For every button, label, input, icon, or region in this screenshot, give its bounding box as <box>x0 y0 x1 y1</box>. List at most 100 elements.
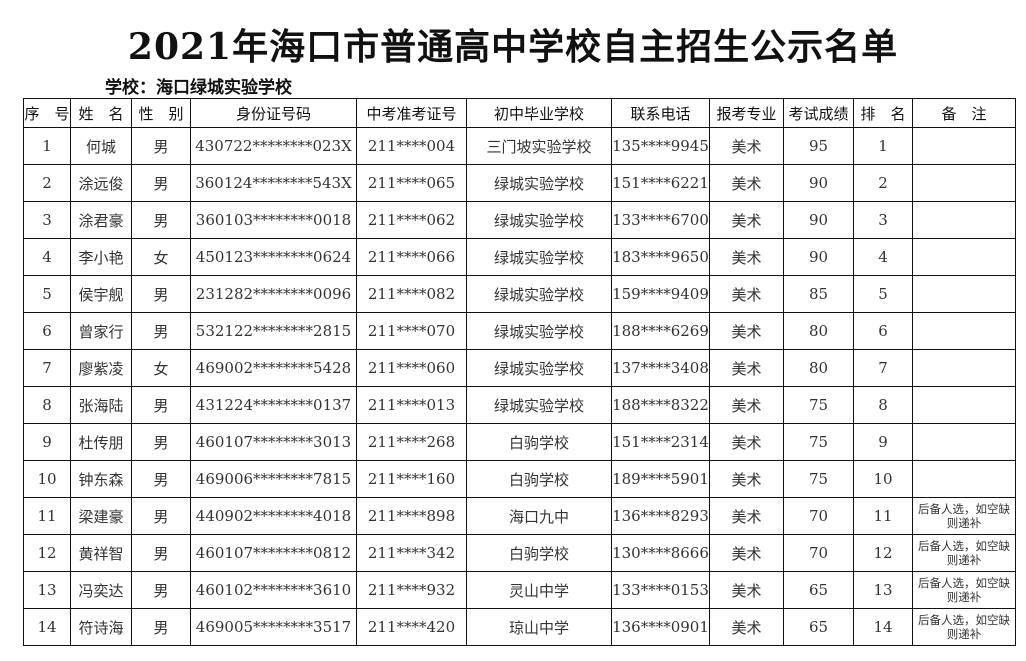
cell-gender: 女 <box>131 238 191 276</box>
cell-score: 95 <box>783 127 854 165</box>
cell-remark <box>912 238 1016 276</box>
cell-rank: 1 <box>853 127 913 165</box>
table-row: 5 侯宇舰男 231282********0096 211****082 绿城实验学校 1… <box>23 275 1016 313</box>
cell-id-number: 450123********0624 <box>190 238 357 276</box>
cell-name: 钟东森 <box>70 460 132 498</box>
cell-score: 70 <box>783 534 854 572</box>
header-remark: 备 注 <box>912 98 1016 128</box>
cell-rank: 10 <box>853 460 913 498</box>
cell-seq: 5 <box>23 275 71 313</box>
cell-exam-number: 211****342 <box>356 534 467 572</box>
table-row: 14 符诗海男 469005********3517 211****420 琼山中学 13… <box>23 608 1016 646</box>
cell-phone: 130****8666 <box>611 534 710 572</box>
table-row: 1 何城男 430722********023X 211****004 三门坡实验学校 1… <box>23 127 1016 165</box>
cell-name: 黄祥智 <box>70 534 132 572</box>
cell-major: 美术 <box>709 571 784 609</box>
cell-seq: 1 <box>23 127 71 165</box>
cell-name: 李小艳 <box>70 238 132 276</box>
cell-name: 冯奕达 <box>70 571 132 609</box>
cell-score: 90 <box>783 238 854 276</box>
table-row: 13 冯奕达男 460102********3610 211****932 灵山中学 13… <box>23 571 1016 609</box>
cell-id-number: 460107********0812 <box>190 534 357 572</box>
cell-exam-number: 211****065 <box>356 164 467 202</box>
cell-major: 美术 <box>709 164 784 202</box>
cell-gender: 男 <box>131 201 191 239</box>
cell-remark: 后备人选，如空缺则递补 <box>912 534 1016 572</box>
cell-gender: 男 <box>131 127 191 165</box>
cell-junior-school: 绿城实验学校 <box>466 312 612 350</box>
header-score: 考试成绩 <box>783 98 854 128</box>
cell-id-number: 431224********0137 <box>190 386 357 424</box>
cell-score: 90 <box>783 201 854 239</box>
cell-remark: 后备人选，如空缺则递补 <box>912 571 1016 609</box>
cell-major: 美术 <box>709 349 784 387</box>
document-title: 2021年海口市普通高中学校自主招生公示名单 <box>127 26 899 68</box>
cell-exam-number: 211****082 <box>356 275 467 313</box>
cell-id-number: 360124********543X <box>190 164 357 202</box>
cell-score: 85 <box>783 275 854 313</box>
cell-remark: 后备人选，如空缺则递补 <box>912 608 1016 646</box>
cell-junior-school: 琼山中学 <box>466 608 612 646</box>
cell-seq: 13 <box>23 571 71 609</box>
header-gender: 性 别 <box>131 98 191 128</box>
cell-phone: 159****9409 <box>611 275 710 313</box>
cell-id-number: 231282********0096 <box>190 275 357 313</box>
cell-exam-number: 211****066 <box>356 238 467 276</box>
cell-score: 65 <box>783 571 854 609</box>
cell-rank: 6 <box>853 312 913 350</box>
cell-score: 70 <box>783 497 854 535</box>
cell-rank: 9 <box>853 423 913 461</box>
cell-exam-number: 211****060 <box>356 349 467 387</box>
cell-score: 75 <box>783 423 854 461</box>
table-row: 12 黄祥智男 460107********0812 211****342 白驹学校 13… <box>23 534 1016 572</box>
cell-phone: 136****0901 <box>611 608 710 646</box>
cell-name: 符诗海 <box>70 608 132 646</box>
cell-phone: 189****5901 <box>611 460 710 498</box>
cell-seq: 2 <box>23 164 71 202</box>
cell-seq: 9 <box>23 423 71 461</box>
cell-seq: 6 <box>23 312 71 350</box>
table-row: 2 涂远俊男 360124********543X 211****065 绿城实验学校 1… <box>23 164 1016 202</box>
admission-list-table: 序 号姓 名性 别身份证号码 中考准考证号 初中毕业学校 联系电话 报考专业 考试成绩排 … <box>23 98 1016 646</box>
cell-major: 美术 <box>709 534 784 572</box>
cell-phone: 133****0153 <box>611 571 710 609</box>
cell-id-number: 430722********023X <box>190 127 357 165</box>
cell-remark <box>912 164 1016 202</box>
cell-gender: 男 <box>131 534 191 572</box>
cell-gender: 男 <box>131 386 191 424</box>
cell-name: 何城 <box>70 127 132 165</box>
cell-junior-school: 绿城实验学校 <box>466 275 612 313</box>
cell-junior-school: 白驹学校 <box>466 460 612 498</box>
cell-seq: 11 <box>23 497 71 535</box>
cell-rank: 8 <box>853 386 913 424</box>
header-id-number: 身份证号码 <box>190 98 357 128</box>
cell-rank: 4 <box>853 238 913 276</box>
cell-rank: 11 <box>853 497 913 535</box>
cell-exam-number: 211****062 <box>356 201 467 239</box>
cell-junior-school: 绿城实验学校 <box>466 201 612 239</box>
cell-rank: 2 <box>853 164 913 202</box>
cell-name: 杜传朋 <box>70 423 132 461</box>
cell-exam-number: 211****013 <box>356 386 467 424</box>
table-row: 6 曾家行男 532122********2815 211****070 绿城实验学校 1… <box>23 312 1016 350</box>
cell-rank: 3 <box>853 201 913 239</box>
cell-phone: 188****8322 <box>611 386 710 424</box>
cell-gender: 男 <box>131 423 191 461</box>
cell-junior-school: 三门坡实验学校 <box>466 127 612 165</box>
cell-major: 美术 <box>709 460 784 498</box>
cell-exam-number: 211****268 <box>356 423 467 461</box>
cell-phone: 183****9650 <box>611 238 710 276</box>
cell-exam-number: 211****420 <box>356 608 467 646</box>
cell-remark <box>912 460 1016 498</box>
cell-id-number: 469005********3517 <box>190 608 357 646</box>
cell-remark <box>912 312 1016 350</box>
table-row: 11 梁建豪男 440902********4018 211****898 海口九中 13… <box>23 497 1016 535</box>
cell-junior-school: 绿城实验学校 <box>466 164 612 202</box>
cell-id-number: 469006********7815 <box>190 460 357 498</box>
cell-score: 80 <box>783 349 854 387</box>
cell-gender: 男 <box>131 275 191 313</box>
header-major: 报考专业 <box>709 98 784 128</box>
cell-rank: 7 <box>853 349 913 387</box>
cell-rank: 14 <box>853 608 913 646</box>
cell-major: 美术 <box>709 423 784 461</box>
